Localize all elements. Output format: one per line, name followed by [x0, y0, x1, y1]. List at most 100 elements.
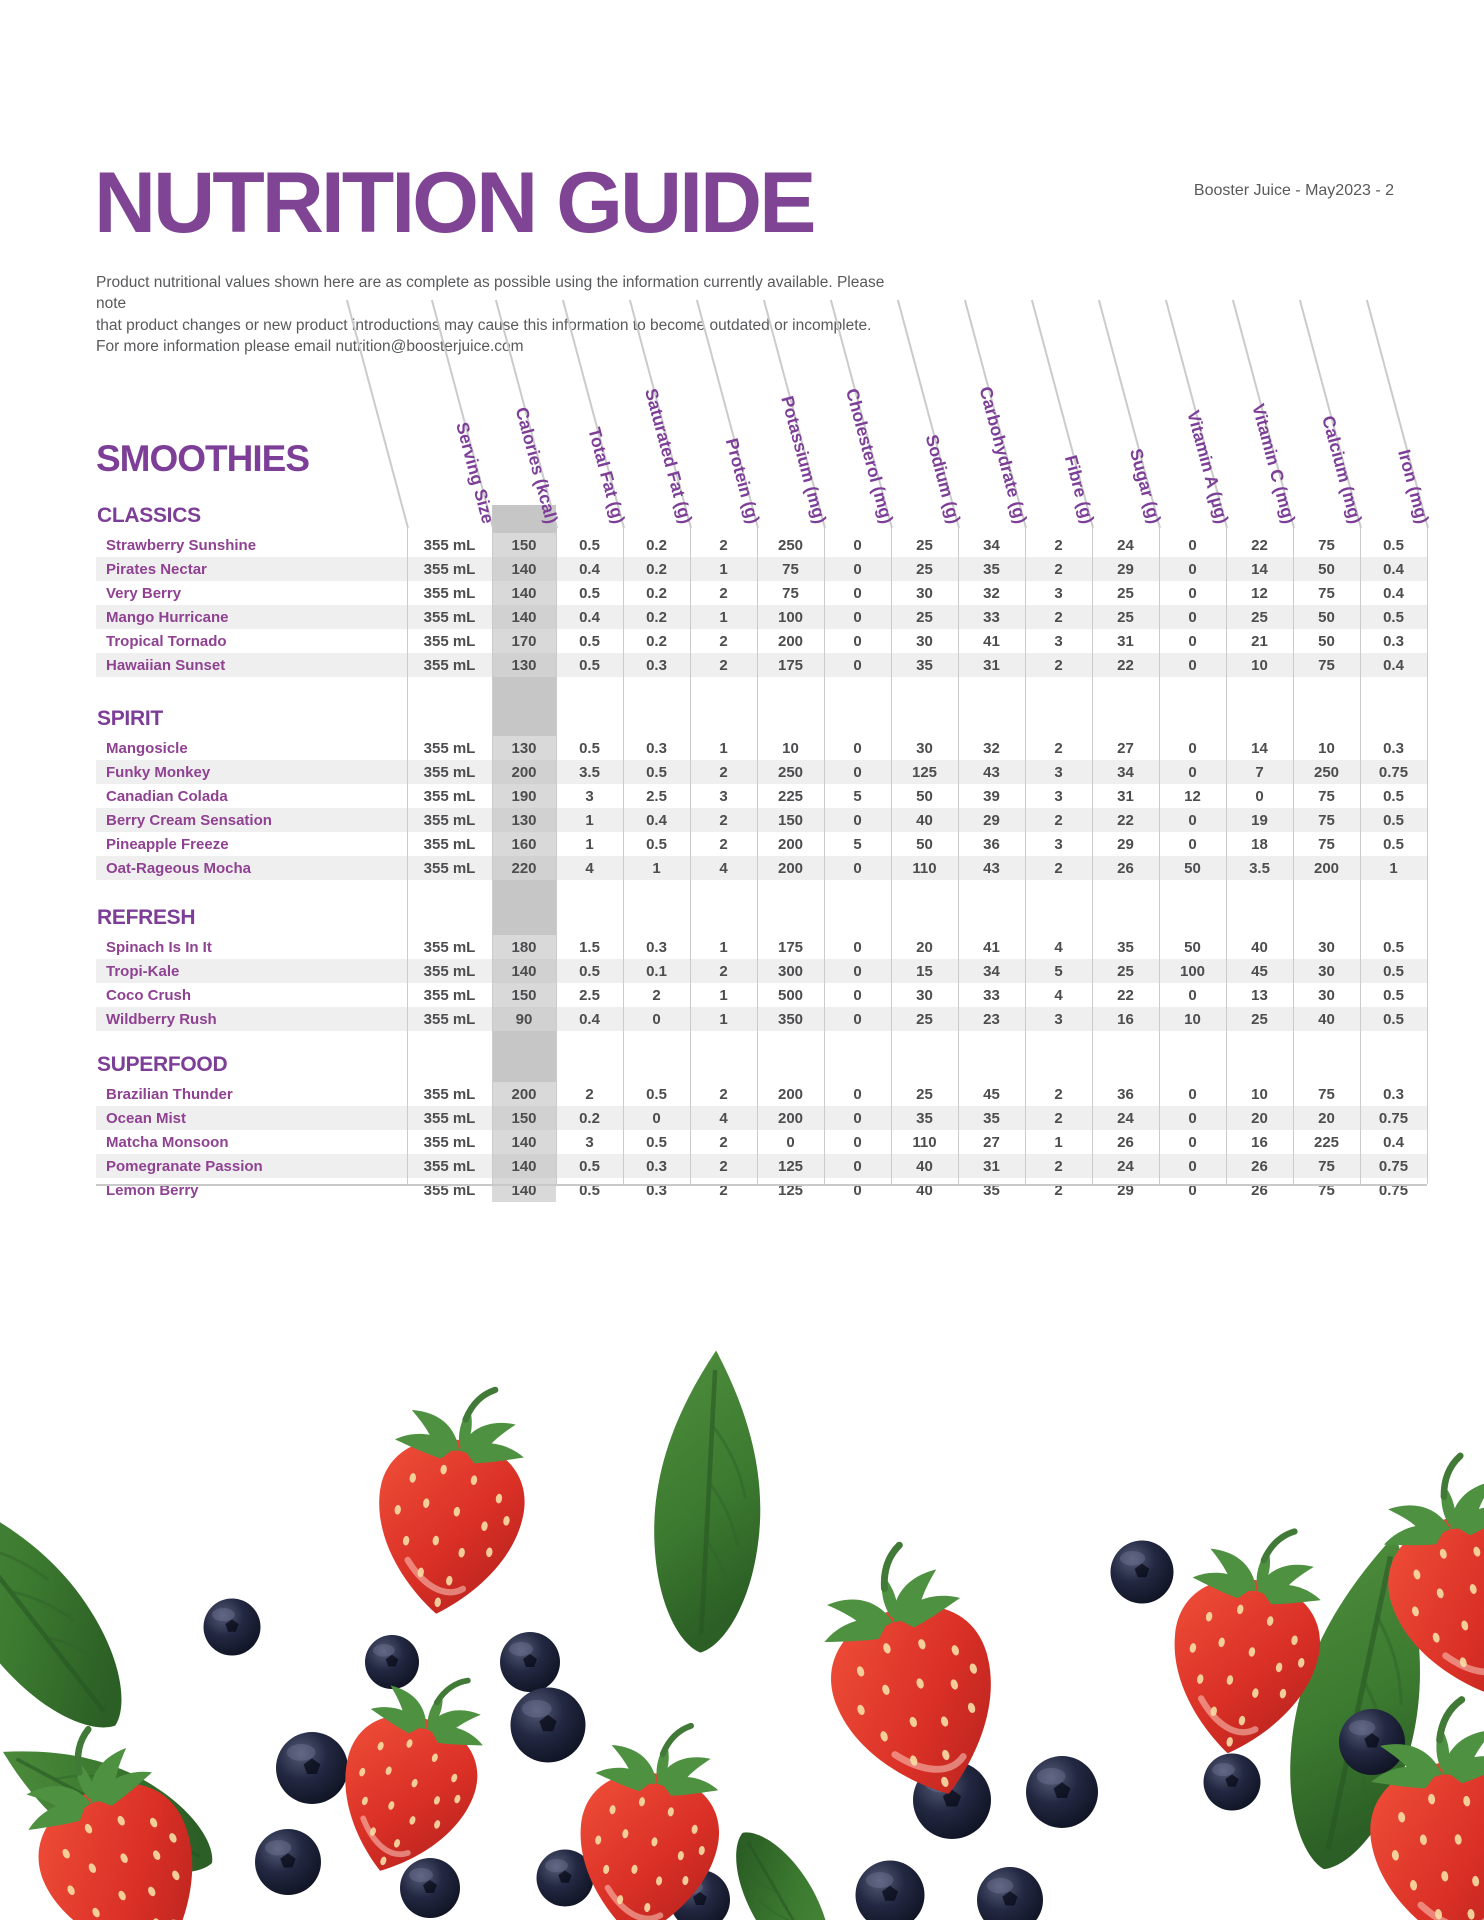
value-cell: 30 [916, 584, 933, 602]
value-cell: 355 mL [423, 986, 476, 1004]
intro-line: that product changes or new product intr… [96, 316, 872, 334]
value-cell: 35 [916, 656, 933, 674]
value-cell: 0 [853, 632, 862, 650]
value-cell: 0.2 [646, 560, 667, 578]
blueberry-icon [1110, 1540, 1174, 1604]
value-cell: 0.4 [579, 560, 600, 578]
value-cell: 175 [777, 656, 804, 674]
column-rule [690, 528, 691, 1184]
table-row: Wildberry Rush 355 mL 90 0.4 0 1 350 0 25 23 3 16 10… [96, 1007, 1427, 1031]
value-cell: 0.5 [579, 656, 600, 674]
table-body: CLASSICS Strawberry Sunshine 355 mL 150 0.5 0… [96, 496, 1427, 1202]
value-cell: 31 [983, 1157, 1000, 1175]
value-cell: 32 [983, 584, 1000, 602]
item-name: Tropical Tornado [106, 632, 227, 650]
value-cell: 0.3 [1383, 632, 1404, 650]
intro-line: Product nutritional values shown here ar… [96, 274, 885, 313]
value-cell: 50 [1318, 632, 1335, 650]
value-cell: 355 mL [423, 835, 476, 853]
value-cell: 0 [853, 1010, 862, 1028]
value-cell: 25 [1117, 608, 1134, 626]
calories-cell: 130 [492, 736, 556, 760]
value-cell: 22 [1117, 986, 1134, 1004]
value-cell: 2 [1054, 656, 1063, 674]
value-cell: 0.5 [1383, 938, 1404, 956]
table-row: Lemon Berry 355 mL 140 0.5 0.3 2 125 0 40 35 2 29 0 2… [96, 1178, 1427, 1202]
value-cell: 3.5 [1249, 859, 1270, 877]
value-cell: 25 [1251, 1010, 1268, 1028]
basil-leaf-icon [0, 1455, 157, 1758]
value-cell: 4 [719, 859, 728, 877]
value-cell: 2 [1054, 859, 1063, 877]
item-name: Tropi-Kale [106, 962, 180, 980]
value-cell: 25 [916, 560, 933, 578]
calories-cell: 220 [492, 856, 556, 880]
value-cell: 0.4 [1383, 1133, 1404, 1151]
value-cell: 0 [853, 763, 862, 781]
value-cell: 75 [1318, 787, 1335, 805]
value-cell: 0 [853, 536, 862, 554]
value-cell: 0 [1188, 584, 1197, 602]
value-cell: 21 [1251, 632, 1268, 650]
value-cell: 355 mL [423, 632, 476, 650]
value-cell: 25 [1117, 584, 1134, 602]
value-cell: 2.5 [579, 986, 600, 1004]
value-cell: 0.75 [1378, 1109, 1409, 1127]
value-cell: 0.5 [579, 962, 600, 980]
value-cell: 250 [777, 763, 804, 781]
value-cell: 0.2 [646, 632, 667, 650]
value-cell: 0.4 [579, 608, 600, 626]
value-cell: 25 [916, 1010, 933, 1028]
value-cell: 0 [1188, 632, 1197, 650]
table-row: Tropi-Kale 355 mL 140 0.5 0.1 2 300 0 15 34 5 25 100… [96, 959, 1427, 983]
table-row: Mangosicle 355 mL 130 0.5 0.3 1 10 0 30 32 2 27 0 14 1… [96, 736, 1427, 760]
value-cell: 0.4 [646, 811, 667, 829]
blueberry-icon [203, 1598, 261, 1656]
item-name: Berry Cream Sensation [106, 811, 272, 829]
value-cell: 0.5 [1383, 536, 1404, 554]
value-cell: 225 [1313, 1133, 1340, 1151]
blueberry-icon [977, 1867, 1043, 1920]
value-cell: 0.2 [646, 536, 667, 554]
value-cell: 19 [1251, 811, 1268, 829]
value-cell: 0 [853, 1133, 862, 1151]
value-cell: 0 [1255, 787, 1264, 805]
basil-leaf-icon [648, 1350, 769, 1655]
value-cell: 0.5 [1383, 787, 1404, 805]
value-cell: 355 mL [423, 962, 476, 980]
value-cell: 0 [1188, 835, 1197, 853]
calories-cell: 200 [492, 760, 556, 784]
value-cell: 0 [853, 811, 862, 829]
value-cell: 355 mL [423, 763, 476, 781]
value-cell: 225 [777, 787, 804, 805]
calories-cell: 200 [492, 1082, 556, 1106]
value-cell: 0 [853, 859, 862, 877]
value-cell: 3 [1054, 787, 1063, 805]
calories-cell: 140 [492, 1178, 556, 1202]
value-cell: 2 [1054, 739, 1063, 757]
value-cell: 0 [1188, 986, 1197, 1004]
value-cell: 2 [1054, 1109, 1063, 1127]
value-cell: 0.75 [1378, 763, 1409, 781]
item-name: Wildberry Rush [106, 1010, 217, 1028]
value-cell: 1 [719, 986, 728, 1004]
blueberry-icon [1203, 1753, 1261, 1811]
value-cell: 0.4 [1383, 584, 1404, 602]
calories-cell: 140 [492, 581, 556, 605]
header-diagonal-rule [345, 299, 409, 529]
value-cell: 2 [1054, 1181, 1063, 1199]
value-cell: 0.5 [646, 763, 667, 781]
value-cell: 22 [1117, 811, 1134, 829]
table-row: Canadian Colada 355 mL 190 3 2.5 3 225 5 50 39 3 31… [96, 784, 1427, 808]
value-cell: 45 [1251, 962, 1268, 980]
value-cell: 125 [777, 1157, 804, 1175]
value-cell: 100 [777, 608, 804, 626]
value-cell: 300 [777, 962, 804, 980]
value-cell: 4 [585, 859, 594, 877]
table-row: Strawberry Sunshine 355 mL 150 0.5 0.2 2 250 0 2… [96, 533, 1427, 557]
blueberry-icon [276, 1732, 348, 1804]
value-cell: 0.5 [646, 1133, 667, 1151]
value-cell: 2 [719, 1085, 728, 1103]
value-cell: 43 [983, 859, 1000, 877]
